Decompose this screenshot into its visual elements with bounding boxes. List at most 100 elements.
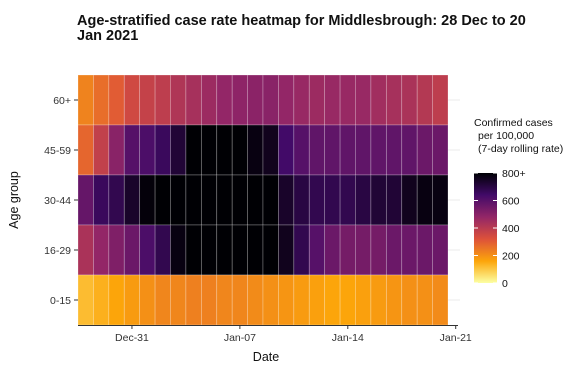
heatmap-cell [308, 74, 326, 126]
y-tick-label: 60+ [53, 95, 71, 107]
heatmap-cell [200, 174, 218, 226]
heatmap-cell [231, 174, 248, 226]
heatmap-cell [185, 224, 202, 276]
heatmap-cell [170, 174, 187, 226]
heatmap-cell [293, 174, 310, 226]
heatmap-cell [123, 174, 141, 226]
heatmap-cell [278, 274, 295, 326]
heatmap-cell [339, 224, 356, 276]
heatmap-cell [324, 74, 341, 126]
heatmap-cell [77, 174, 94, 226]
heatmap-cell [401, 224, 418, 276]
heatmap-cell [77, 124, 94, 176]
heatmap-cell [293, 274, 310, 326]
y-tick-label: 30-44 [44, 195, 71, 207]
heatmap-cell [385, 224, 403, 276]
x-tick-label: Jan-21 [440, 332, 472, 344]
heatmap-cell [278, 224, 295, 276]
heatmap-cell [139, 224, 156, 276]
heatmap-cell [293, 224, 310, 276]
heatmap-cell [432, 74, 449, 126]
heatmap-cell [154, 124, 171, 176]
heatmap-cell [154, 274, 171, 326]
heatmap-cell [139, 124, 156, 176]
heatmap-cell [355, 174, 372, 226]
heatmap-cell [385, 174, 403, 226]
heatmap-cell [216, 124, 233, 176]
heatmap-cell [139, 274, 156, 326]
heatmap-cell [324, 274, 341, 326]
heatmap-cell [324, 124, 341, 176]
heatmap-cell [432, 174, 449, 226]
heatmap-cell [139, 74, 156, 126]
heatmap-cell [154, 174, 171, 226]
heatmap-cell [385, 74, 403, 126]
legend-tick-label: 400 [502, 223, 520, 235]
heatmap-cell [339, 74, 356, 126]
heatmap-cell [170, 274, 187, 326]
heatmap-cell [77, 224, 94, 276]
heatmap-cell [401, 124, 418, 176]
legend-color-bar [474, 173, 497, 283]
heatmap-cell [262, 174, 279, 226]
heatmap-cell [231, 224, 248, 276]
heatmap-cell [123, 224, 141, 276]
legend-tick-label: 600 [502, 196, 520, 208]
heatmap-cell [123, 124, 141, 176]
heatmap-cell [231, 74, 248, 126]
heatmap-cell [93, 274, 110, 326]
y-axis-label: Age group [7, 171, 21, 229]
heatmap-cell [170, 74, 187, 126]
heatmap-cell [262, 74, 279, 126]
heatmap-cell [154, 224, 171, 276]
heatmap-cell [370, 74, 387, 126]
legend-title-line-2: per 100,000 [478, 130, 534, 142]
heatmap-cell [385, 274, 403, 326]
heatmap-cell [308, 224, 326, 276]
heatmap-cell [200, 124, 218, 176]
heatmap-cell [123, 74, 141, 126]
legend-tick-label: 800+ [502, 168, 526, 180]
heatmap-cell [216, 224, 233, 276]
heatmap-cell [200, 274, 218, 326]
heatmap-cell [278, 174, 295, 226]
legend: Confirmed cases per 100,000 (7-day rolli… [474, 117, 563, 290]
heatmap-cell [108, 274, 125, 326]
heatmap-cell [185, 174, 202, 226]
y-tick-label: 0-15 [50, 295, 71, 307]
heatmap-cell [247, 224, 264, 276]
heatmap-cell [416, 124, 433, 176]
heatmap-cell [247, 174, 264, 226]
heatmap-cell [200, 74, 218, 126]
heatmap-cell [262, 224, 279, 276]
heatmap-cell [247, 74, 264, 126]
heatmap-cell [170, 124, 187, 176]
heatmap-cell [93, 224, 110, 276]
heatmap-cell [308, 274, 326, 326]
heatmap-cell [93, 174, 110, 226]
x-tick-label: Jan-14 [332, 332, 364, 344]
heatmap-cell [355, 274, 372, 326]
heatmap-cell [355, 124, 372, 176]
heatmap-cell [170, 224, 187, 276]
heatmap-cell [216, 74, 233, 126]
heatmap-cell [432, 274, 449, 326]
heatmap-cell [108, 124, 125, 176]
heatmap-cell [401, 174, 418, 226]
legend-ticks: 0 200 400 600 800+ [474, 168, 526, 290]
heatmap-cell [216, 274, 233, 326]
legend-title-line-1: Confirmed cases [474, 117, 553, 129]
chart-title-line-1: Age-stratified case rate heatmap for Mid… [77, 13, 526, 29]
heatmap-cell [108, 174, 125, 226]
heatmap-cell [339, 274, 356, 326]
heatmap-cell [231, 124, 248, 176]
heatmap-cell [216, 174, 233, 226]
heatmap-cell [77, 274, 94, 326]
heatmap-cell [355, 74, 372, 126]
heatmap-cell [154, 74, 171, 126]
heatmap-cell [93, 124, 110, 176]
heatmap-cell [401, 274, 418, 326]
heatmap-cell [339, 174, 356, 226]
y-tick-label: 16-29 [44, 245, 71, 257]
